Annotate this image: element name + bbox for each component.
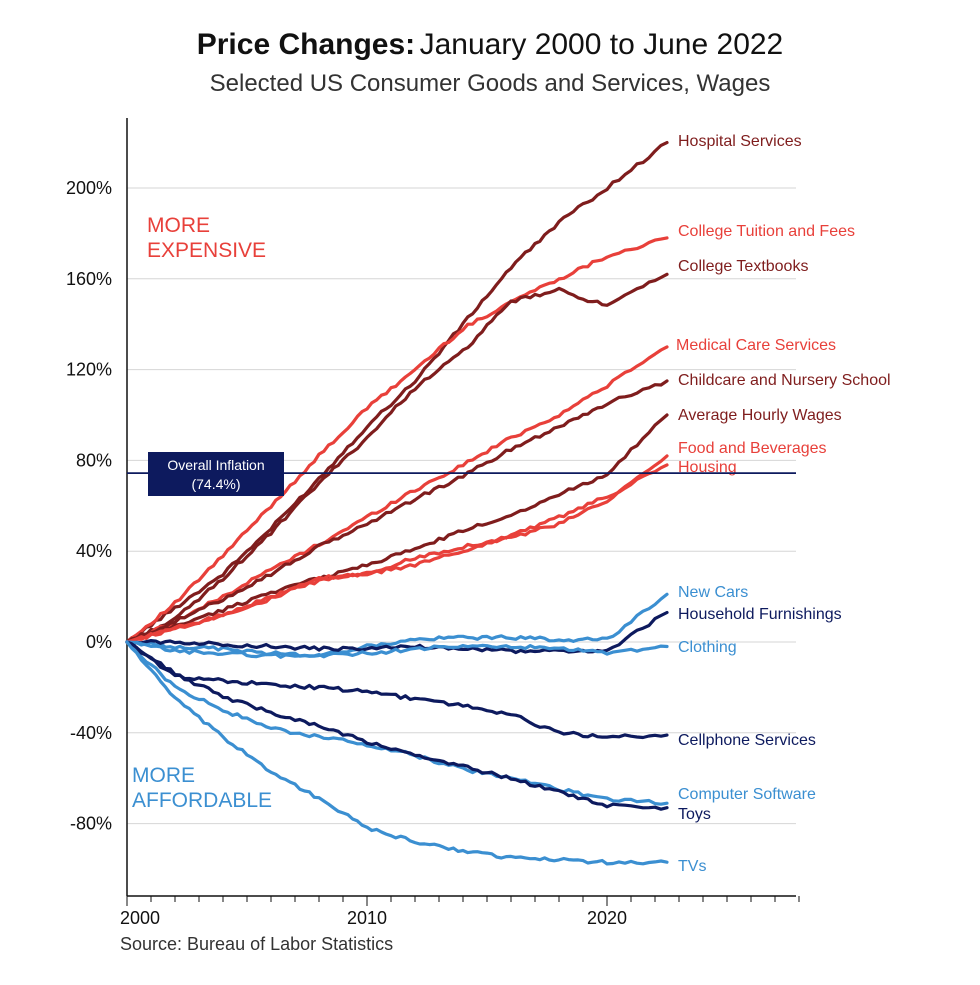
series-line-college-textbooks — [125, 272, 669, 644]
series-line-housing — [125, 463, 669, 644]
series-line-clothing — [125, 640, 669, 659]
series-label-housing: Housing — [678, 459, 737, 476]
series-label-college-textbooks: College Textbooks — [678, 258, 808, 275]
x-tick-label: 2000 — [120, 908, 160, 928]
chart-subtitle: Selected US Consumer Goods and Services,… — [209, 70, 771, 97]
series-label-food-and-beverages: Food and Beverages — [678, 440, 827, 457]
y-tick-label: 200% — [66, 178, 112, 198]
more-expensive-label: EXPENSIVE — [147, 239, 266, 262]
series-line-hospital-services — [125, 141, 669, 644]
series-label-medical-care-services: Medical Care Services — [676, 337, 836, 354]
y-tick-label: -80% — [70, 814, 112, 834]
x-tick-label: 2010 — [347, 908, 387, 928]
series-line-new-cars — [125, 592, 669, 658]
y-tick-label: -40% — [70, 723, 112, 743]
y-tick-label: 160% — [66, 269, 112, 289]
series-label-average-hourly-wages: Average Hourly Wages — [678, 407, 842, 424]
more-expensive-label: MORE — [147, 214, 210, 237]
source-note: Source: Bureau of Labor Statistics — [120, 934, 394, 954]
series-label-college-tuition-and-fees: College Tuition and Fees — [678, 223, 855, 240]
series-label-clothing: Clothing — [678, 639, 737, 656]
series-label-hospital-services: Hospital Services — [678, 133, 802, 150]
y-tick-label: 120% — [66, 360, 112, 380]
overall-inflation-value: (74.4%) — [191, 476, 240, 492]
y-tick-label: 80% — [76, 450, 112, 470]
series-label-tvs: TVs — [678, 858, 706, 875]
series-label-computer-software: Computer Software — [678, 786, 816, 803]
title-rest: January 2000 to June 2022 — [419, 28, 784, 61]
series-line-college-tuition-and-fees — [125, 236, 669, 644]
series-line-childcare-and-nursery-school — [125, 379, 669, 644]
overall-inflation-box — [148, 452, 284, 496]
more-affordable-label: AFFORDABLE — [132, 789, 272, 812]
y-tick-label: 40% — [76, 541, 112, 561]
series-line-medical-care-services — [125, 345, 669, 644]
series-label-household-furnishings: Household Furnishings — [678, 606, 842, 623]
series-label-childcare-and-nursery-school: Childcare and Nursery School — [678, 372, 891, 389]
series-line-tvs — [125, 640, 669, 866]
series-line-cellphone-services — [125, 640, 669, 740]
series-line-toys — [125, 640, 669, 811]
overall-inflation-label: Overall Inflation — [167, 457, 264, 473]
x-tick-label: 2020 — [587, 908, 627, 928]
chart-title: Price Changes: January 2000 to June 2022 — [0, 28, 980, 62]
y-tick-label: 0% — [86, 632, 112, 652]
title-bold: Price Changes: — [196, 28, 416, 61]
more-affordable-label: MORE — [132, 764, 195, 787]
series-line-average-hourly-wages — [125, 413, 669, 644]
series-line-household-furnishings — [125, 610, 669, 655]
series-label-new-cars: New Cars — [678, 584, 748, 601]
series-label-cellphone-services: Cellphone Services — [678, 732, 816, 749]
series-label-toys: Toys — [678, 806, 711, 823]
